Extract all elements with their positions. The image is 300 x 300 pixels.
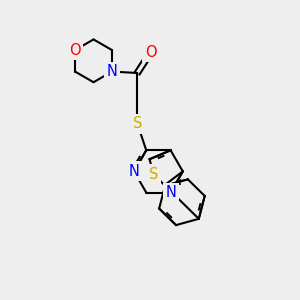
Text: O: O [69,43,81,58]
Text: S: S [133,116,142,131]
Text: O: O [145,45,157,60]
Text: N: N [129,164,140,179]
Text: N: N [106,64,118,79]
Text: N: N [165,185,176,200]
Text: S: S [149,167,158,182]
